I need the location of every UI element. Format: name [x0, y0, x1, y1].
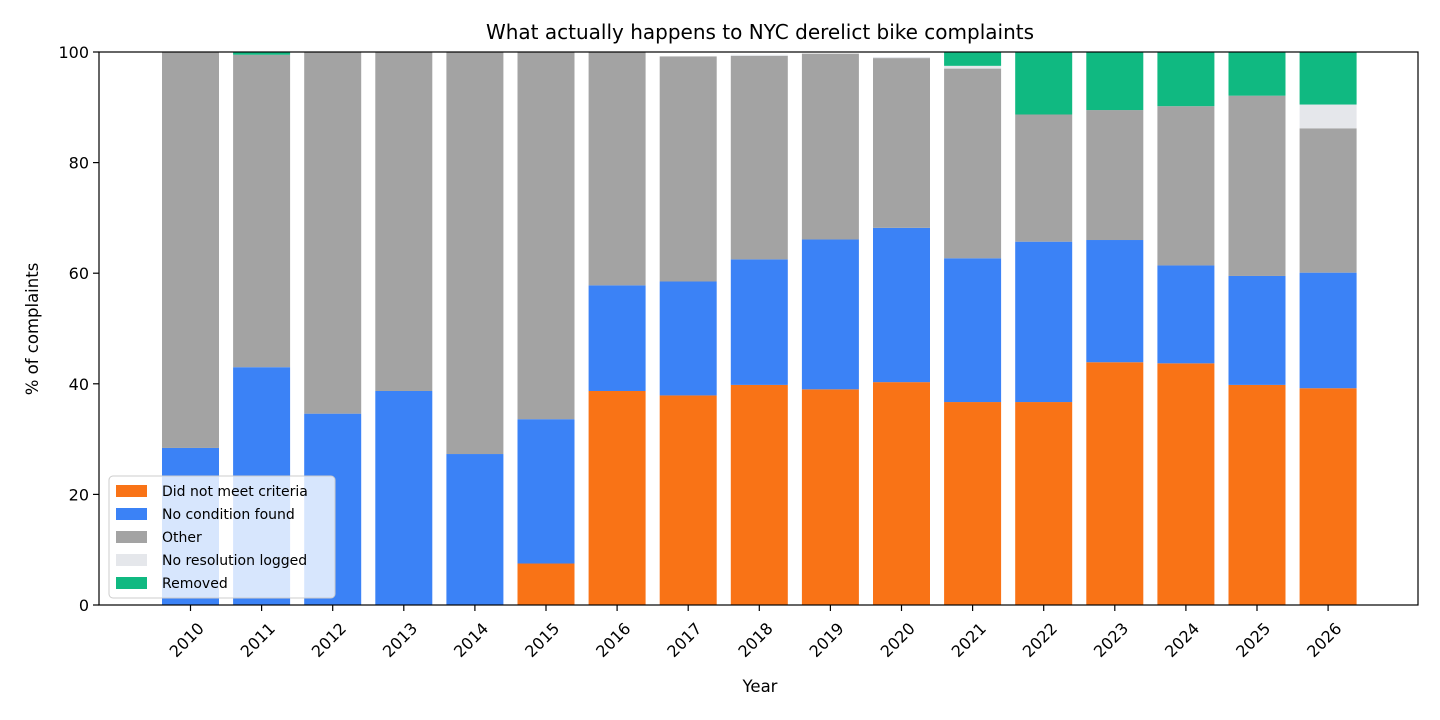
- bar-segment: [1086, 110, 1144, 241]
- bar-segment: [1228, 52, 1286, 96]
- legend: Did not meet criteria No condition found O…: [108, 475, 336, 599]
- bar-segment: [375, 52, 433, 391]
- bar-segment: [1228, 95, 1286, 276]
- bar-segment: [304, 52, 362, 414]
- bar-segment: [588, 285, 646, 391]
- bar-segment: [659, 281, 717, 396]
- bar-segment: [730, 384, 788, 605]
- legend-swatch: [116, 508, 147, 520]
- bar-segment: [517, 563, 575, 605]
- legend-box: [108, 475, 336, 599]
- bar-segment: [801, 239, 859, 390]
- bar-segment: [1228, 275, 1286, 385]
- bar-segment: [446, 52, 504, 455]
- y-tick-label: 20: [69, 485, 89, 504]
- legend-label: No resolution logged: [162, 553, 307, 569]
- bar-segment: [873, 58, 930, 228]
- y-tick-label: 0: [79, 596, 89, 615]
- bar-segment: [1086, 240, 1144, 363]
- bar-segment: [730, 259, 788, 385]
- legend-label: No condition found: [162, 507, 295, 523]
- bar-segment: [873, 382, 930, 605]
- bar-segment: [588, 52, 646, 286]
- y-axis-label: % of complaints: [23, 263, 42, 396]
- bar-segment: [233, 52, 291, 55]
- bar-segment: [1299, 272, 1357, 389]
- bar-segment: [517, 52, 575, 420]
- bar-segment: [730, 54, 788, 56]
- bar-segment: [1157, 363, 1215, 605]
- y-tick-label: 40: [69, 375, 89, 394]
- bar-segment: [1157, 52, 1215, 107]
- legend-swatch: [116, 485, 147, 497]
- chart-title: What actually happens to NYC derelict bi…: [486, 20, 1034, 44]
- bar-segment: [1299, 52, 1357, 105]
- bar-segment: [944, 68, 1002, 259]
- bar-segment: [1086, 362, 1144, 605]
- bar-segment: [1157, 265, 1215, 364]
- legend-label: Did not meet criteria: [162, 484, 308, 500]
- y-axis: 0 20 40 60 80 100: [58, 43, 99, 615]
- bar-segment: [1228, 384, 1286, 605]
- bar-segment: [1015, 402, 1073, 605]
- legend-swatch: [116, 577, 147, 589]
- legend-label: Removed: [162, 576, 228, 592]
- legend-swatch: [116, 531, 147, 543]
- bar-segment: [588, 390, 646, 605]
- bar-segment: [233, 54, 291, 368]
- bar-segment: [1015, 114, 1073, 242]
- bar-segment: [446, 454, 504, 605]
- bar-segment: [944, 402, 1002, 605]
- y-tick-label: 60: [69, 264, 89, 283]
- bar-segment: [1157, 106, 1215, 266]
- bar-segment: [1015, 241, 1073, 403]
- y-tick-label: 100: [58, 43, 89, 62]
- bar-segment: [162, 52, 219, 448]
- bar-segment: [1299, 388, 1357, 605]
- bar-segment: [873, 56, 930, 59]
- bar-segment: [375, 390, 433, 605]
- x-axis-label: Year: [742, 677, 778, 696]
- plot-frame: [98, 51, 1419, 606]
- bar-segment: [659, 56, 717, 282]
- bar-segment: [1299, 104, 1357, 129]
- bar-segment: [1299, 128, 1357, 273]
- bar-segment: [944, 65, 1002, 69]
- bar-segment: [659, 395, 717, 605]
- legend-swatch: [116, 554, 147, 566]
- bar-segment: [1015, 52, 1073, 115]
- y-tick-label: 80: [69, 154, 89, 173]
- bar-segment: [944, 52, 1002, 66]
- bar-segment: [801, 53, 859, 240]
- bar-segment: [517, 419, 575, 564]
- legend-label: Other: [162, 530, 202, 546]
- bar-segment: [944, 258, 1002, 403]
- bar-segment: [873, 227, 930, 383]
- bar-segment: [801, 389, 859, 605]
- bar-segment: [730, 55, 788, 260]
- bars-group: [162, 52, 1357, 605]
- bar-segment: [1086, 52, 1144, 111]
